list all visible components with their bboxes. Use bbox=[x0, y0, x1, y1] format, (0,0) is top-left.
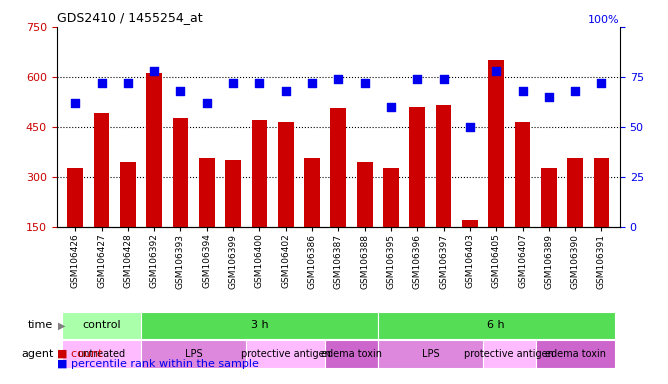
Text: time: time bbox=[28, 320, 53, 331]
Bar bbox=[141, 340, 246, 368]
Point bbox=[70, 100, 81, 106]
Point bbox=[570, 88, 580, 94]
Text: 6 h: 6 h bbox=[488, 320, 505, 331]
Bar bbox=[462, 220, 478, 227]
Point bbox=[281, 88, 291, 94]
Bar bbox=[536, 340, 615, 368]
Point bbox=[333, 76, 344, 82]
Bar bbox=[436, 105, 452, 227]
Text: LPS: LPS bbox=[422, 349, 440, 359]
Point bbox=[122, 80, 133, 86]
Bar bbox=[325, 340, 378, 368]
Point bbox=[359, 80, 370, 86]
Text: protective antigen: protective antigen bbox=[240, 349, 331, 359]
Bar bbox=[357, 162, 373, 227]
Bar bbox=[62, 312, 141, 339]
Point bbox=[96, 80, 107, 86]
Text: edema toxin: edema toxin bbox=[321, 349, 382, 359]
Bar bbox=[62, 340, 141, 368]
Text: edema toxin: edema toxin bbox=[544, 349, 606, 359]
Bar bbox=[567, 158, 583, 227]
Bar bbox=[483, 340, 536, 368]
Bar bbox=[94, 113, 110, 227]
Text: control: control bbox=[82, 320, 121, 331]
Bar bbox=[120, 162, 136, 227]
Text: ▶: ▶ bbox=[58, 320, 65, 331]
Point bbox=[228, 80, 238, 86]
Bar bbox=[541, 168, 556, 227]
Bar bbox=[246, 340, 325, 368]
Text: LPS: LPS bbox=[185, 349, 202, 359]
Point bbox=[544, 94, 554, 100]
Point bbox=[202, 100, 212, 106]
Bar bbox=[378, 340, 483, 368]
Point bbox=[517, 88, 528, 94]
Point bbox=[307, 80, 317, 86]
Text: protective antigen: protective antigen bbox=[464, 349, 554, 359]
Bar bbox=[383, 168, 399, 227]
Bar bbox=[594, 158, 609, 227]
Bar bbox=[514, 122, 530, 227]
Point bbox=[149, 68, 160, 74]
Text: ■ count: ■ count bbox=[57, 349, 102, 359]
Text: 100%: 100% bbox=[589, 15, 620, 25]
Point bbox=[438, 76, 449, 82]
Point bbox=[491, 68, 502, 74]
Text: ■ percentile rank within the sample: ■ percentile rank within the sample bbox=[57, 359, 259, 369]
Bar bbox=[331, 108, 346, 227]
Bar bbox=[378, 312, 615, 339]
Text: untreated: untreated bbox=[77, 349, 126, 359]
Text: agent: agent bbox=[21, 349, 53, 359]
Bar bbox=[141, 312, 378, 339]
Point bbox=[385, 104, 396, 110]
Text: 3 h: 3 h bbox=[250, 320, 269, 331]
Bar bbox=[252, 120, 267, 227]
Bar bbox=[172, 118, 188, 227]
Text: GDS2410 / 1455254_at: GDS2410 / 1455254_at bbox=[57, 11, 202, 24]
Point bbox=[596, 80, 607, 86]
Point bbox=[175, 88, 186, 94]
Point bbox=[254, 80, 265, 86]
Bar bbox=[278, 122, 294, 227]
Text: ▶: ▶ bbox=[58, 349, 65, 359]
Bar bbox=[409, 107, 425, 227]
Bar bbox=[67, 168, 83, 227]
Bar bbox=[225, 160, 241, 227]
Bar bbox=[199, 158, 214, 227]
Point bbox=[464, 124, 475, 130]
Bar bbox=[304, 158, 320, 227]
Bar bbox=[146, 73, 162, 227]
Bar bbox=[488, 60, 504, 227]
Point bbox=[412, 76, 423, 82]
